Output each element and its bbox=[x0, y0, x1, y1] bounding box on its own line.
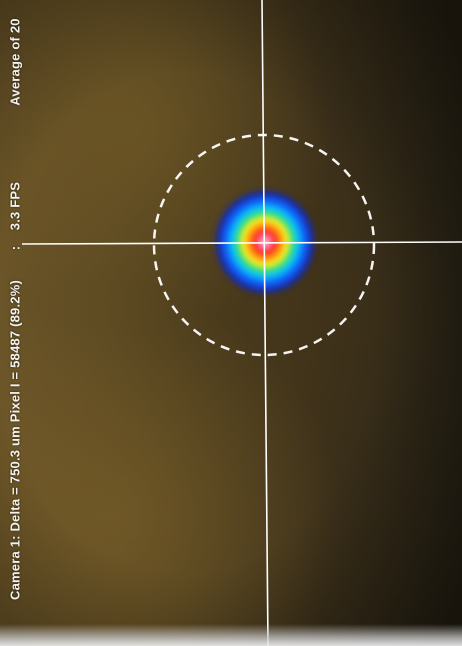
screen-edge-glare bbox=[0, 624, 462, 646]
status-separator: : bbox=[7, 245, 23, 251]
crosshair-horizontal bbox=[21, 241, 462, 245]
frame-rate-label: 3.3 FPS bbox=[7, 181, 23, 231]
crosshair-vertical bbox=[261, 0, 269, 646]
status-bar: Average of 20 3.3 FPS : Camera 1: Delta … bbox=[0, 0, 30, 646]
averaging-label: Average of 20 bbox=[7, 18, 23, 106]
camera-readout-label: Camera 1: Delta = 750.3 um Pixel I = 584… bbox=[7, 279, 23, 601]
